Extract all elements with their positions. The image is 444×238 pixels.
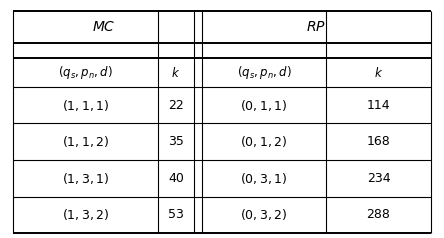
Text: $(1, 1, 2)$: $(1, 1, 2)$ [62, 134, 109, 149]
Text: 168: 168 [367, 135, 390, 148]
Text: $(1, 3, 2)$: $(1, 3, 2)$ [62, 208, 109, 223]
Text: $(1, 1, 1)$: $(1, 1, 1)$ [62, 98, 109, 113]
Text: $(0, 3, 2)$: $(0, 3, 2)$ [241, 208, 288, 223]
Text: $\mathit{RP}$: $\mathit{RP}$ [306, 20, 326, 34]
Text: $(0, 1, 1)$: $(0, 1, 1)$ [241, 98, 288, 113]
Text: 288: 288 [367, 208, 390, 221]
Text: 40: 40 [168, 172, 184, 185]
Text: 114: 114 [367, 99, 390, 112]
Text: $k$: $k$ [374, 66, 383, 79]
Text: $k$: $k$ [171, 66, 181, 79]
Text: 234: 234 [367, 172, 390, 185]
Text: $(0, 3, 1)$: $(0, 3, 1)$ [241, 171, 288, 186]
Text: $(q_s, p_n, d)$: $(q_s, p_n, d)$ [237, 64, 292, 81]
Text: $(1, 3, 1)$: $(1, 3, 1)$ [62, 171, 109, 186]
Text: 35: 35 [168, 135, 184, 148]
Text: 22: 22 [168, 99, 184, 112]
Text: $(q_s, p_n, d)$: $(q_s, p_n, d)$ [58, 64, 113, 81]
Text: 53: 53 [168, 208, 184, 221]
Text: $(0, 1, 2)$: $(0, 1, 2)$ [241, 134, 288, 149]
Text: $\mathit{MC}$: $\mathit{MC}$ [92, 20, 116, 34]
